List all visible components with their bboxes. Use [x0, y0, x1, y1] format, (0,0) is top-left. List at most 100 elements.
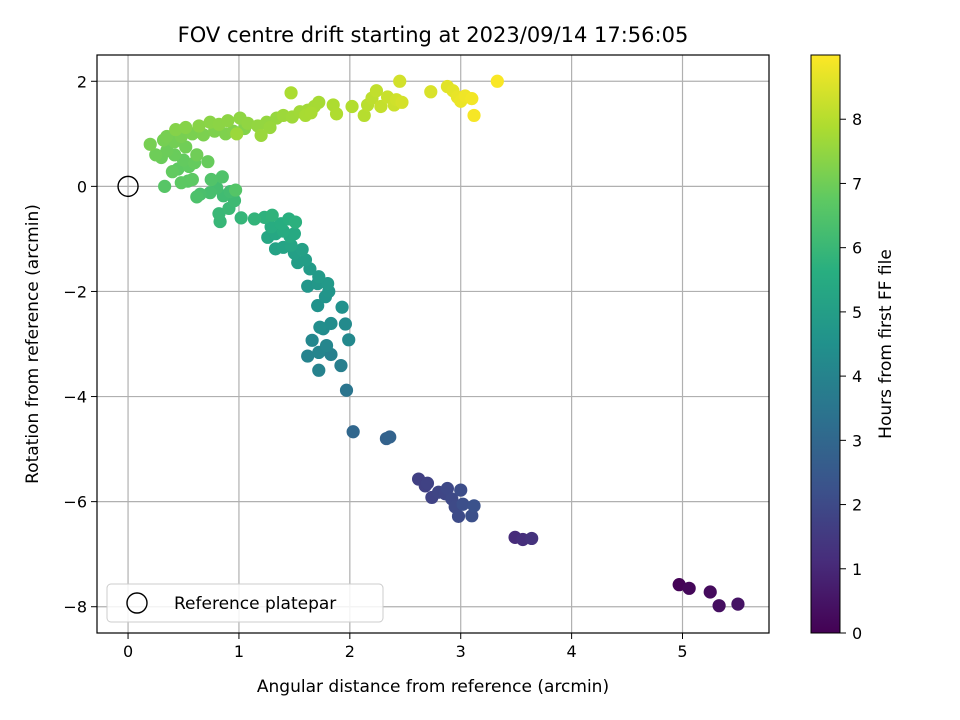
scatter-point — [284, 86, 298, 100]
scatter-point — [451, 509, 466, 523]
colorbar-tick-label: 3 — [852, 431, 862, 450]
scatter-point — [329, 107, 344, 121]
scatter-point — [312, 270, 326, 284]
scatter-point — [179, 140, 193, 154]
scatter-point — [221, 114, 235, 128]
scatter-point — [467, 108, 481, 123]
scatter-point — [185, 172, 199, 187]
y-tick-label: −6 — [63, 493, 87, 512]
x-tick-label: 1 — [234, 642, 244, 661]
scatter-point — [230, 127, 244, 141]
scatter-point — [179, 120, 193, 135]
scatter-point — [682, 581, 696, 595]
scatter-point — [346, 425, 360, 439]
scatter-point — [265, 208, 279, 222]
scatter-point — [424, 85, 438, 99]
scatter-point — [212, 207, 226, 221]
colorbar-tick-label: 7 — [852, 174, 862, 193]
scatter-point — [298, 253, 313, 267]
colorbar-tick-label: 2 — [852, 496, 862, 515]
scatter-point — [312, 363, 326, 377]
x-tick-label: 4 — [567, 642, 577, 661]
x-tick-label: 5 — [677, 642, 687, 661]
scatter-point — [312, 95, 326, 109]
scatter-point — [165, 165, 180, 179]
scatter-point — [174, 176, 188, 190]
scatter-point — [374, 99, 388, 114]
scatter-point — [467, 499, 481, 513]
y-tick-label: −4 — [63, 388, 87, 407]
scatter-point — [247, 212, 262, 226]
reference-marker — [117, 175, 139, 198]
x-tick-label: 3 — [456, 642, 466, 661]
scatter-point — [301, 349, 315, 363]
scatter-point — [203, 186, 217, 200]
scatter-point — [288, 215, 303, 229]
scatter-point — [301, 279, 315, 293]
x-tick-label: 2 — [345, 642, 355, 661]
scatter-point — [525, 531, 539, 546]
scatter-point — [342, 333, 356, 347]
y-tick-label: 2 — [77, 72, 87, 91]
scatter-point — [295, 242, 309, 257]
scatter-point — [143, 137, 157, 151]
chart-title: FOV centre drift starting at 2023/09/14 … — [178, 23, 689, 47]
scatter-point — [712, 599, 726, 613]
scatter-point — [731, 597, 745, 611]
scatter-point — [440, 481, 455, 496]
scatter-point — [229, 183, 243, 197]
scatter-point — [339, 383, 354, 397]
scatter-point — [234, 211, 248, 225]
scatter-point — [357, 108, 371, 123]
scatter-point — [335, 300, 349, 314]
plot-frame — [96, 54, 770, 634]
scatter-point — [672, 578, 686, 592]
scatter-point — [192, 119, 206, 133]
scatter-point — [241, 116, 255, 130]
colorbar: 0 1 2 3 4 5 6 7 8 Hours from first FF file — [810, 54, 896, 643]
colorbar-tick-label: 1 — [852, 560, 862, 579]
scatter-point — [369, 84, 384, 98]
scatter-point — [345, 99, 359, 114]
scatter-point — [319, 338, 334, 353]
y-tick-label: −8 — [63, 598, 87, 617]
colorbar-tick-label: 0 — [852, 624, 862, 643]
scatter-point — [393, 74, 407, 88]
scatter-point — [383, 430, 397, 444]
scatter-point — [264, 220, 278, 234]
colorbar-tick-label: 6 — [852, 239, 862, 258]
x-axis-label: Angular distance from reference (arcmin) — [257, 677, 609, 697]
grid-lines — [97, 55, 769, 633]
y-axis-label: Rotation from reference (arcmin) — [23, 204, 43, 484]
reference-point — [117, 175, 139, 198]
colorbar-tick-label: 8 — [852, 110, 862, 129]
scatter-point — [395, 95, 409, 109]
y-tick-label: 0 — [77, 177, 87, 196]
scatter-point — [201, 155, 215, 169]
scatter-point — [160, 144, 174, 158]
legend-box — [106, 583, 384, 623]
scatter-point — [263, 120, 277, 135]
scatter-point — [190, 190, 204, 204]
colorbar-gradient — [810, 54, 841, 634]
scatter-point — [158, 179, 172, 193]
scatter-point — [304, 106, 318, 120]
scatter-point — [338, 317, 352, 331]
scatter-point — [287, 227, 301, 241]
scatter-point — [313, 320, 327, 334]
legend: Reference platepar — [106, 583, 384, 623]
x-tick-label: 0 — [123, 642, 133, 661]
scatter-point — [456, 497, 470, 511]
colorbar-ticks: 0 1 2 3 4 5 6 7 8 — [840, 110, 862, 643]
data-points — [143, 74, 745, 613]
scatter-point — [190, 148, 204, 162]
scatter-point — [215, 170, 229, 184]
y-ticks: 2 0 −2 −4 −6 −8 — [63, 72, 97, 617]
scatter-point — [324, 316, 338, 331]
scatter-point — [490, 74, 504, 88]
colorbar-label: Hours from first FF file — [876, 249, 896, 439]
scatter-point — [454, 483, 468, 497]
scatter-point — [465, 92, 479, 106]
scatter-point — [254, 128, 268, 142]
scatter-point — [334, 358, 348, 373]
